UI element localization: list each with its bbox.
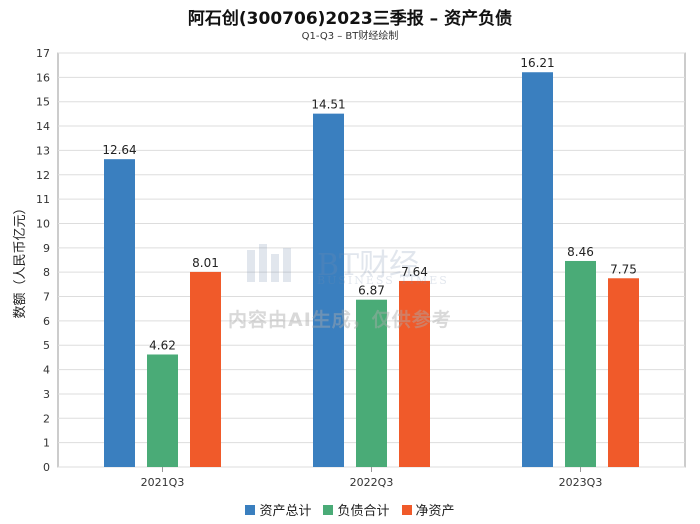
legend-label: 资产总计 <box>259 504 312 519</box>
y-axis-label: 数额（人民币亿元） <box>13 201 28 318</box>
y-tick-label: 11 <box>36 193 50 206</box>
bar-data-label: 6.87 <box>358 284 385 298</box>
bar-data-label: 8.01 <box>192 256 219 270</box>
legend-swatch <box>323 504 334 515</box>
bar-data-label: 12.64 <box>102 143 136 157</box>
legend-swatch <box>245 504 256 515</box>
watermark-brand-sub: BUSINESS TIMES <box>317 274 449 287</box>
chart-title: 阿石创(300706)2023三季报 – 资产负债 <box>187 9 513 29</box>
y-tick-label: 8 <box>43 266 50 279</box>
bt-watermark-logo: BT财经 BUSINESS TIMES <box>245 240 465 290</box>
bar-data-label: 8.46 <box>567 245 594 259</box>
y-tick-label: 9 <box>43 242 50 255</box>
x-tick-label: 2023Q3 <box>559 476 603 489</box>
bar <box>522 72 553 467</box>
y-tick-label: 7 <box>43 291 50 304</box>
bar <box>190 271 221 467</box>
y-tick-label: 10 <box>36 217 50 230</box>
y-tick-label: 0 <box>43 461 50 474</box>
legend-item: 净资产 <box>401 500 455 519</box>
y-tick-label: 4 <box>43 364 50 377</box>
bar <box>313 113 344 467</box>
y-tick-label: 17 <box>36 47 50 60</box>
legend-label: 净资产 <box>415 504 455 519</box>
y-tick-label: 5 <box>43 339 50 352</box>
y-tick-label: 16 <box>36 71 50 84</box>
chart-legend: 资产总计 负债合计 净资产 <box>0 500 700 519</box>
bar <box>608 278 639 467</box>
bar-data-label: 7.64 <box>401 265 428 279</box>
bar-data-label: 4.62 <box>149 338 176 352</box>
y-tick-label: 2 <box>43 412 50 425</box>
legend-label: 负债合计 <box>337 504 390 519</box>
legend-swatch <box>401 504 412 515</box>
y-tick-label: 12 <box>36 169 50 182</box>
watermark-brand: BT财经 <box>317 248 420 283</box>
y-tick-label: 3 <box>43 388 50 401</box>
y-tick-label: 15 <box>36 96 50 109</box>
bar-data-label: 7.75 <box>610 262 637 276</box>
bt-logo-icon <box>247 244 291 282</box>
legend-item: 资产总计 <box>245 500 311 519</box>
bar-data-label: 14.51 <box>311 98 345 112</box>
bar <box>147 354 178 467</box>
x-tick-label: 2022Q3 <box>350 476 394 489</box>
bar <box>356 299 387 467</box>
bar-data-label: 16.21 <box>520 56 554 70</box>
legend-item: 负债合计 <box>323 500 390 519</box>
watermark-notice: 内容由AI生成，仅供参考 <box>228 309 452 331</box>
x-tick-label: 2021Q3 <box>141 476 185 489</box>
bar <box>104 159 135 467</box>
bar <box>399 280 430 467</box>
y-tick-label: 14 <box>36 120 50 133</box>
chart-subtitle: Q1-Q3 – BT财经绘制 <box>301 31 399 42</box>
y-tick-label: 6 <box>43 315 50 328</box>
y-tick-label: 1 <box>43 437 50 450</box>
y-tick-label: 13 <box>36 144 50 157</box>
bar <box>565 260 596 467</box>
